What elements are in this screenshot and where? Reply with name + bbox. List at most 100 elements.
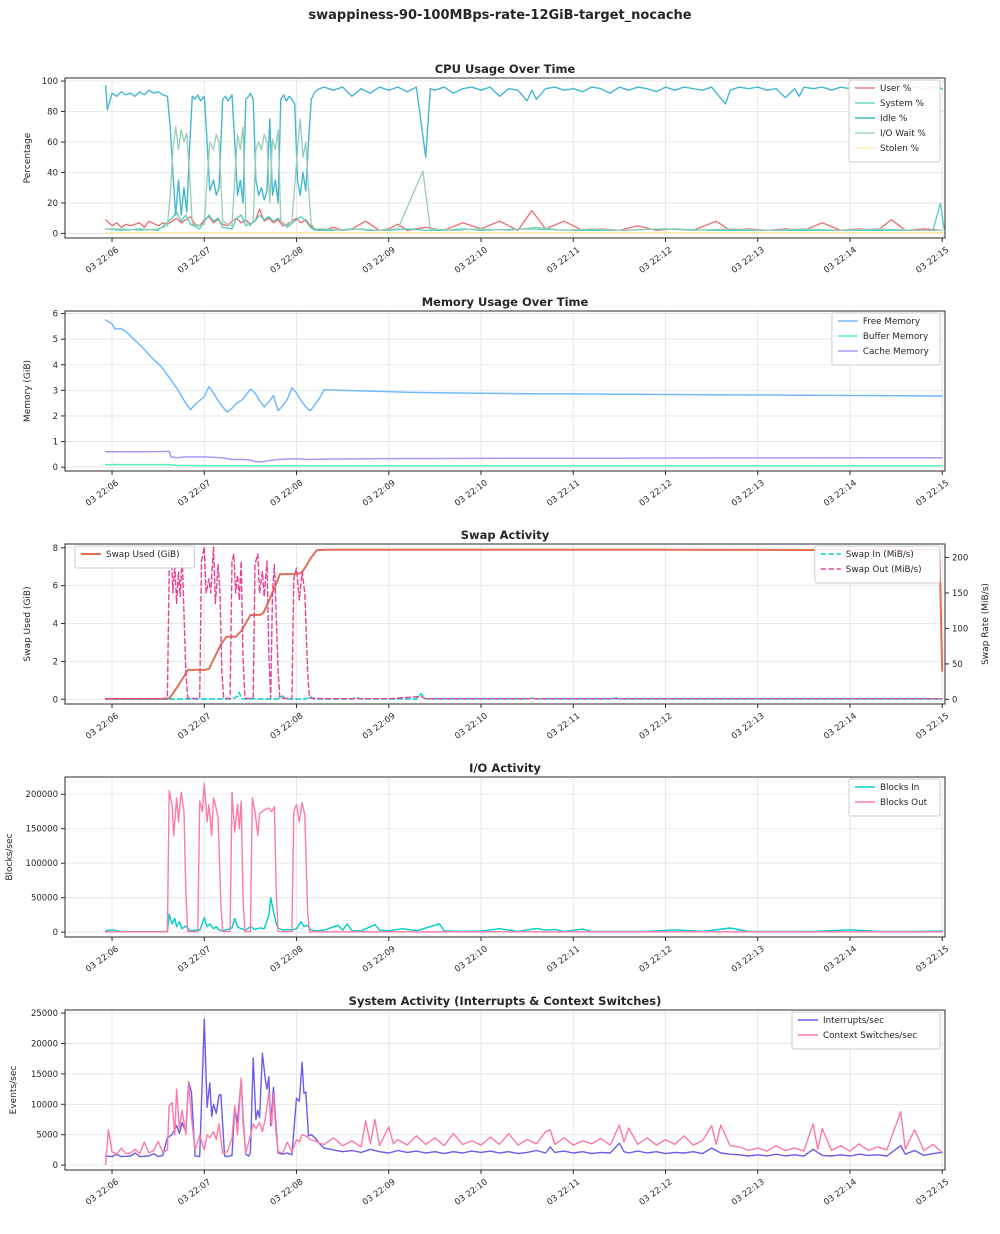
io-series-bin	[104, 896, 943, 933]
io-series-bout	[104, 782, 943, 933]
cpu-ytick-label: 80	[47, 108, 58, 118]
memory-xtick-label: 03 22:13	[730, 478, 767, 508]
system-plot-border	[64, 1009, 946, 1171]
memory-series-free	[104, 319, 943, 413]
cpu-xtick-label: 03 22:11	[545, 245, 582, 275]
cpu-series-system	[104, 202, 945, 232]
io-xtick-label: 03 22:12	[638, 944, 675, 974]
swap-xtick-label: 03 22:14	[822, 711, 859, 741]
cpu-ytick-label: 0	[53, 229, 58, 239]
system-ytick-label: 0	[53, 1161, 58, 1171]
swap-y2-axis-label: Swap Rate (MiB/s)	[981, 583, 991, 665]
memory-xtick-label: 03 22:06	[84, 478, 121, 508]
system-xtick-label: 03 22:12	[638, 1177, 675, 1207]
memory-xtick-label: 03 22:14	[822, 478, 859, 508]
memory-xtick-label: 03 22:11	[545, 478, 582, 508]
cpu-ytick-label: 40	[47, 168, 58, 178]
swap-xtick-label: 03 22:10	[453, 711, 490, 741]
io-plot-border	[64, 776, 946, 938]
cpu-xtick-label: 03 22:08	[269, 245, 306, 275]
cpu-y-axis-label: Percentage	[23, 132, 33, 183]
swap-ytick-label: 6	[53, 582, 58, 592]
system-ytick-label: 5000	[36, 1131, 58, 1141]
memory-xtick-label: 03 22:10	[453, 478, 490, 508]
swap-xtick-label: 03 22:12	[638, 711, 675, 741]
swap-ytick-label: 4	[53, 620, 58, 630]
cpu-legend-label-idle: Idle %	[880, 114, 907, 124]
swap-legend-box	[74, 545, 195, 569]
system-xtick-label: 03 22:10	[453, 1177, 490, 1207]
swap-y2tick-label: 50	[952, 660, 963, 670]
system-y-axis-label: Events/sec	[9, 1066, 19, 1115]
system-xtick-label: 03 22:08	[269, 1177, 306, 1207]
swap-xtick-label: 03 22:09	[361, 711, 398, 741]
cpu-legend-box	[848, 79, 941, 163]
memory-legend-label-free: Free Memory	[863, 317, 920, 327]
swap-legend-label-out: Swap Out (MiB/s)	[846, 565, 922, 575]
memory-legend-box	[831, 312, 941, 366]
swap-series-used	[104, 548, 944, 700]
swap-legend-label-used: Swap Used (GiB)	[106, 550, 180, 560]
io-xtick-label: 03 22:10	[453, 944, 490, 974]
memory-ytick-label: 3	[53, 386, 58, 396]
cpu-xtick-label: 03 22:13	[730, 245, 767, 275]
memory-legend-label-buffer: Buffer Memory	[863, 332, 928, 342]
io-ytick-label: 0	[53, 928, 58, 938]
swap-plot-border	[64, 543, 946, 705]
figure-title: swappiness-90-100MBps-rate-12GiB-target_…	[308, 8, 692, 23]
swap-chart: Swap Activity 0 2 4 6 8 0 50 100 150 200 Swap Rate …	[23, 528, 991, 742]
cpu-title: CPU Usage Over Time	[435, 62, 576, 76]
system-series-ctx	[104, 1077, 943, 1166]
io-ytick-label: 150000	[26, 825, 58, 835]
cpu-xtick-label: 03 22:06	[84, 245, 121, 275]
memory-series-cache	[104, 450, 943, 463]
swap-ytick-label: 0	[53, 695, 58, 705]
memory-title: Memory Usage Over Time	[422, 295, 589, 309]
swap-ytick-label: 2	[53, 657, 58, 667]
system-ytick-label: 25000	[31, 1009, 58, 1019]
cpu-legend-label-iowait: I/O Wait %	[880, 129, 926, 139]
memory-xtick-label: 03 22:09	[361, 478, 398, 508]
system-xtick-label: 03 22:15	[914, 1177, 951, 1207]
swap-y2tick-label: 150	[952, 589, 968, 599]
io-xtick-label: 03 22:14	[822, 944, 859, 974]
cpu-legend-label-user: User %	[880, 84, 911, 94]
io-xtick-label: 03 22:15	[914, 944, 951, 974]
cpu-plot-border	[64, 77, 946, 239]
swap-xtick-label: 03 22:08	[269, 711, 306, 741]
memory-ytick-label: 6	[53, 310, 58, 320]
memory-xtick-label: 03 22:12	[638, 478, 675, 508]
swap-series-out	[104, 546, 943, 700]
swap-y2tick-label: 200	[952, 553, 968, 563]
swap-xtick-label: 03 22:15	[914, 711, 951, 741]
system-xtick-label: 03 22:14	[822, 1177, 859, 1207]
memory-legend-label-cache: Cache Memory	[863, 347, 929, 357]
cpu-xtick-label: 03 22:12	[638, 245, 675, 275]
cpu-legend-label-stolen: Stolen %	[880, 144, 919, 154]
swap-legend-box	[814, 545, 941, 584]
memory-series-buffer	[104, 463, 943, 467]
swap-xtick-label: 03 22:11	[545, 711, 582, 741]
io-ytick-label: 100000	[26, 859, 58, 869]
memory-y-axis-label: Memory (GiB)	[23, 360, 33, 422]
io-xtick-label: 03 22:08	[269, 944, 306, 974]
cpu-xtick-label: 03 22:15	[914, 245, 951, 275]
memory-ytick-label: 5	[53, 335, 58, 345]
memory-chart: Memory Usage Over Time 0 1 2 3 4 5 6 03 22:06 03 …	[23, 295, 951, 509]
memory-ytick-label: 4	[53, 361, 58, 371]
io-xtick-label: 03 22:11	[545, 944, 582, 974]
swap-xtick-label: 03 22:07	[176, 711, 213, 741]
swap-y2tick-label: 0	[952, 695, 957, 705]
io-xtick-label: 03 22:09	[361, 944, 398, 974]
system-ytick-label: 15000	[31, 1070, 58, 1080]
system-ytick-label: 20000	[31, 1039, 58, 1049]
cpu-chart: CPU Usage Over Time 0 20 40 60 80 100 03 22:06 0…	[23, 62, 951, 276]
cpu-legend-label-system: System %	[880, 99, 924, 109]
memory-ytick-label: 2	[53, 412, 58, 422]
memory-plot-border	[64, 310, 946, 472]
memory-ytick-label: 0	[53, 463, 58, 473]
system-xtick-label: 03 22:09	[361, 1177, 398, 1207]
swap-series-in	[104, 691, 943, 700]
io-legend-label-bin: Blocks In	[880, 783, 919, 793]
cpu-series-idle	[104, 84, 943, 216]
